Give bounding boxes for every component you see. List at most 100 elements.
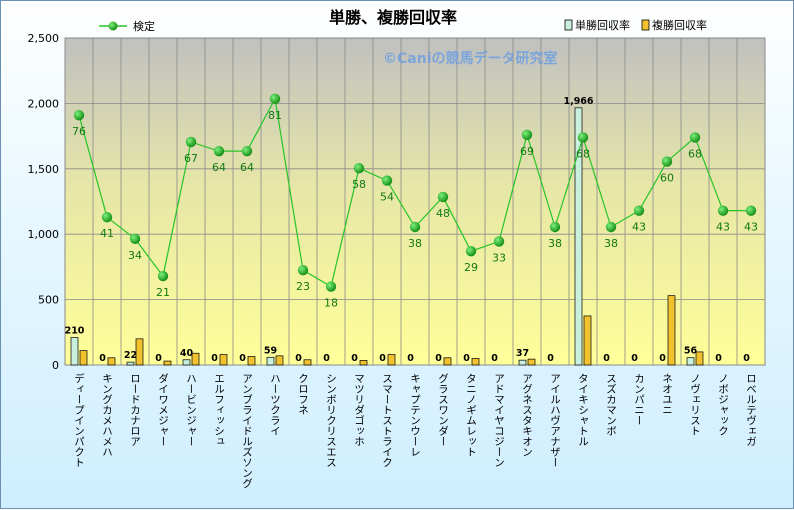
x-tick-label: ディープインパクト xyxy=(73,372,85,467)
x-tick-label: マツリダゴッホ xyxy=(353,373,365,447)
legend-label-tansho: 単勝回収率 xyxy=(575,18,630,32)
x-tick-label: アンブライドルズソング xyxy=(241,373,253,489)
line-marker xyxy=(129,233,141,244)
data-label-tansho: 0 xyxy=(379,353,386,364)
line-marker xyxy=(717,205,729,216)
bar-tansho xyxy=(182,359,191,366)
line-marker xyxy=(213,145,225,157)
data-label-kentei: 67 xyxy=(184,152,198,165)
line-marker xyxy=(185,136,197,148)
data-label-kentei: 41 xyxy=(100,227,114,240)
data-label-kentei: 60 xyxy=(660,172,674,185)
line-marker xyxy=(493,236,505,247)
bar-fukusho xyxy=(163,360,172,366)
legend-line-marker xyxy=(108,21,118,31)
data-label-kentei: 34 xyxy=(128,249,142,262)
x-tick-label: ハービンジャー xyxy=(185,373,197,447)
data-label-kentei: 29 xyxy=(464,261,478,274)
bar-fukusho xyxy=(387,354,396,366)
data-label-tansho: 0 xyxy=(323,353,330,364)
watermark: ©Caniの競馬データ研究室 xyxy=(383,50,558,67)
x-tick-label: ダイワメジャー xyxy=(157,373,169,447)
data-label-tansho: 0 xyxy=(99,353,106,364)
line-marker xyxy=(661,156,673,167)
data-label-tansho: 0 xyxy=(491,353,498,364)
data-label-kentei: 38 xyxy=(604,237,618,250)
data-label-tansho: 22 xyxy=(124,350,137,361)
line-series xyxy=(73,93,757,292)
bar-tansho xyxy=(126,361,135,366)
bar-fukusho xyxy=(471,358,480,366)
data-label-kentei: 23 xyxy=(296,280,310,293)
x-tick-label: タニノギムレット xyxy=(465,373,477,457)
data-label-kentei: 43 xyxy=(716,221,730,234)
bar-fukusho xyxy=(107,357,116,366)
line-marker xyxy=(73,109,85,121)
data-label-tansho: 0 xyxy=(715,353,722,364)
x-tick-label: スマートストライク xyxy=(381,373,393,468)
data-label-tansho: 0 xyxy=(659,353,666,364)
x-tick-label: アイルハヴアナザー xyxy=(549,373,561,468)
x-tick-label: シンボリクリスエス xyxy=(325,373,337,468)
data-label-tansho: 0 xyxy=(743,353,750,364)
x-axis: ディープインパクト キングカメハメハ ロードカナロア ダイワメジャー ハービンジャー エル… xyxy=(73,372,757,488)
data-label-tansho: 0 xyxy=(407,353,414,364)
x-tick-label: タイキシャトル xyxy=(577,373,589,447)
x-tick-label: ノヴェリスト xyxy=(689,373,701,436)
data-label-kentei: 43 xyxy=(744,221,758,234)
line-marker xyxy=(409,221,421,233)
bar-fukusho xyxy=(583,315,592,366)
data-label-kentei: 18 xyxy=(324,297,338,310)
bar-fukusho xyxy=(191,352,200,366)
grid-lines xyxy=(64,37,766,366)
data-label-tansho: 1,966 xyxy=(563,96,593,107)
data-label-tansho: 59 xyxy=(264,345,277,356)
bar-fukusho xyxy=(275,355,284,366)
data-label-kentei: 38 xyxy=(548,237,562,250)
data-label-tansho: 0 xyxy=(463,353,470,364)
data-labels: 210 0 22 0 40 0 0 59 0 0 0 0 0 0 0 0 37 0 1,966 0 0 0 56 0 0 76 41… xyxy=(65,96,758,364)
bar-fukusho xyxy=(79,350,88,366)
y-axis: 0 500 1,000 1,500 2,000 2,500 xyxy=(28,32,60,372)
line-marker xyxy=(521,129,533,140)
data-label-kentei: 81 xyxy=(268,109,282,122)
x-tick-label: キングカメハメハ xyxy=(101,373,113,457)
x-tick-label: スズカマンボ xyxy=(605,373,617,436)
line-marker xyxy=(633,205,645,216)
x-tick-label: ロードカナロア xyxy=(129,373,141,447)
data-label-tansho: 37 xyxy=(516,348,529,359)
data-label-tansho: 0 xyxy=(547,353,554,364)
data-label-kentei: 69 xyxy=(520,145,534,158)
data-label-kentei: 68 xyxy=(576,147,590,160)
line-marker xyxy=(605,221,617,233)
data-label-kentei: 76 xyxy=(72,125,86,138)
y-tick-label: 2,500 xyxy=(28,32,60,45)
data-label-tansho: 0 xyxy=(239,353,246,364)
line-marker xyxy=(353,162,365,174)
bar-fukusho xyxy=(667,295,676,366)
bar-fukusho xyxy=(359,360,368,366)
x-tick-label: ノボジャック xyxy=(717,373,729,436)
y-tick-label: 0 xyxy=(52,359,59,372)
line-marker xyxy=(297,264,309,276)
line-marker xyxy=(745,205,757,216)
x-tick-label: アドマイヤコジーン xyxy=(493,373,505,468)
legend-label-kentei: 検定 xyxy=(133,19,155,33)
bar-fukusho xyxy=(303,359,312,366)
x-tick-label: カンパニー xyxy=(633,373,645,426)
bar-fukusho xyxy=(527,358,536,366)
bar-tansho xyxy=(70,337,79,366)
data-label-kentei: 33 xyxy=(492,251,506,264)
data-label-kentei: 38 xyxy=(408,237,422,250)
data-label-kentei: 54 xyxy=(380,191,394,204)
y-tick-label: 1,500 xyxy=(28,163,60,176)
data-label-tansho: 40 xyxy=(180,348,194,359)
legend-label-fukusho: 複勝回収率 xyxy=(652,18,707,32)
bar-tansho xyxy=(574,107,583,366)
x-tick-label: アグネスタキオン xyxy=(521,373,533,457)
bar-fukusho xyxy=(247,356,256,366)
data-label-tansho: 0 xyxy=(211,353,218,364)
data-label-kentei: 48 xyxy=(436,207,450,220)
bar-fukusho xyxy=(135,338,144,366)
data-label-tansho: 0 xyxy=(351,353,358,364)
